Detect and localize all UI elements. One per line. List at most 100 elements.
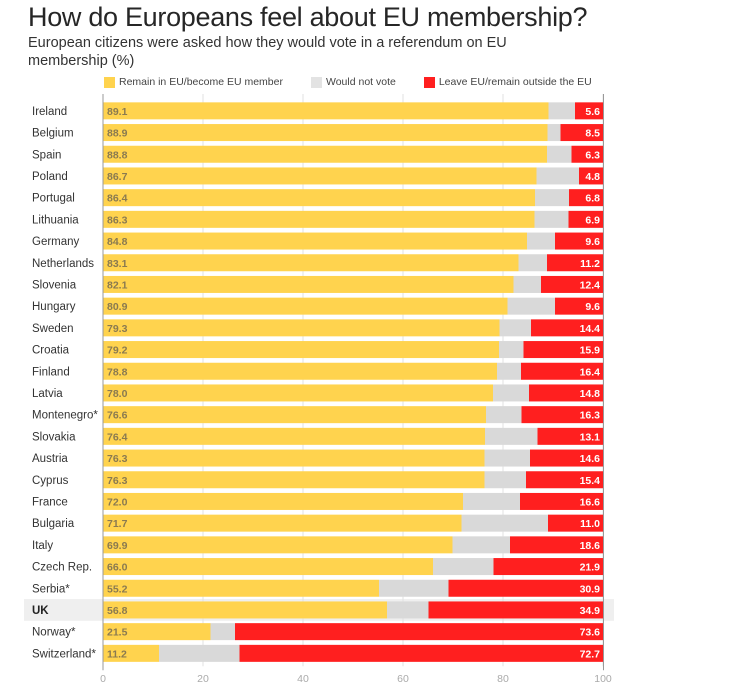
category-label: Netherlands xyxy=(32,258,94,270)
bar-segment-remain xyxy=(103,232,527,250)
bar-segment-remain xyxy=(103,341,499,359)
category-label: Latvia xyxy=(32,388,63,400)
category-label: Lithuania xyxy=(32,214,79,226)
category-label: Slovakia xyxy=(32,431,76,443)
data-label-remain: 56.8 xyxy=(107,605,128,617)
data-label-leave: 14.6 xyxy=(580,453,601,465)
bar-segment-leave xyxy=(575,102,603,120)
legend-item-leave: Leave EU/remain outside the EU xyxy=(423,76,592,88)
data-label-remain: 84.8 xyxy=(107,236,128,248)
legend-swatch-remain xyxy=(104,76,115,88)
category-label: France xyxy=(32,496,68,508)
data-label-leave: 16.3 xyxy=(580,410,601,422)
category-label: Montenegro* xyxy=(32,410,98,422)
bar-segment-remain xyxy=(103,427,485,445)
data-label-remain: 21.5 xyxy=(107,627,128,639)
bar-segment-would-not-vote xyxy=(461,514,548,532)
x-tick-label: 40 xyxy=(297,673,309,685)
bar-segment-leave xyxy=(530,449,603,467)
data-label-leave: 6.8 xyxy=(585,193,600,205)
legend-label-remain: Remain in EU/become EU member xyxy=(119,76,283,88)
bar-segment-remain xyxy=(103,471,485,489)
bar-segment-remain xyxy=(103,644,159,662)
bar-segment-remain xyxy=(103,167,537,185)
bar-segment-leave xyxy=(510,536,603,554)
bar-segment-leave xyxy=(547,254,603,272)
category-label: Bulgaria xyxy=(32,518,75,530)
bar-segment-remain xyxy=(103,254,519,272)
legend-label-would-not-vote: Would not vote xyxy=(325,76,396,88)
category-label: Italy xyxy=(32,540,53,552)
legend-swatch-would-not-vote xyxy=(310,76,322,88)
bar-segment-leave xyxy=(493,558,603,576)
bar-segment-leave xyxy=(569,189,603,207)
data-label-remain: 80.9 xyxy=(107,301,128,313)
bar-segment-would-not-vote xyxy=(499,319,531,337)
category-label: Belgium xyxy=(32,128,74,140)
bar-segment-leave xyxy=(555,232,603,250)
bar-segment-would-not-vote xyxy=(534,210,569,228)
bar-segment-would-not-vote xyxy=(484,471,526,489)
bar-segment-would-not-vote xyxy=(452,536,510,554)
bar-segment-leave xyxy=(537,427,603,445)
category-label: Poland xyxy=(32,171,68,183)
bar-segment-would-not-vote xyxy=(548,102,575,120)
legend-label-leave: Leave EU/remain outside the EU xyxy=(438,76,592,88)
data-label-leave: 11.2 xyxy=(580,258,600,270)
data-label-remain: 82.1 xyxy=(107,279,128,291)
legend-item-would-not-vote: Would not vote xyxy=(310,76,396,88)
bar-segment-remain xyxy=(103,536,453,554)
data-label-remain: 55.2 xyxy=(107,583,128,595)
data-label-remain: 78.0 xyxy=(107,388,128,400)
data-label-remain: 76.4 xyxy=(107,431,128,443)
legend-item-remain: Remain in EU/become EU member xyxy=(104,76,283,88)
data-label-leave: 5.6 xyxy=(585,106,600,118)
bar-segment-would-not-vote xyxy=(485,427,538,445)
chart-subtitle: European citizens were asked how they wo… xyxy=(28,35,507,69)
bar-segment-would-not-vote xyxy=(159,644,240,662)
bar-segment-leave xyxy=(541,275,603,293)
bar-segment-remain xyxy=(103,579,379,597)
bar-segment-leave xyxy=(526,471,603,489)
bar-segment-leave xyxy=(521,406,603,424)
bar-segment-remain xyxy=(103,623,211,641)
bar-segment-remain xyxy=(103,601,387,619)
data-label-remain: 66.0 xyxy=(107,562,128,574)
data-label-leave: 14.8 xyxy=(580,388,601,400)
data-label-remain: 78.8 xyxy=(107,366,128,378)
data-label-leave: 15.4 xyxy=(580,475,601,487)
bar-segment-would-not-vote xyxy=(486,406,522,424)
category-label: Slovenia xyxy=(32,279,77,291)
data-label-remain: 86.3 xyxy=(107,214,128,226)
bar-segment-leave xyxy=(520,492,603,510)
chart-title: How do Europeans feel about EU membershi… xyxy=(28,2,588,32)
category-label: Czech Rep. xyxy=(32,562,92,574)
data-label-remain: 72.0 xyxy=(107,496,128,508)
bar-segment-leave xyxy=(448,579,603,597)
bar-segment-leave xyxy=(555,297,603,315)
category-label: Cyprus xyxy=(32,475,69,487)
data-label-leave: 8.5 xyxy=(585,128,600,140)
bar-segment-would-not-vote xyxy=(527,232,555,250)
data-label-remain: 79.3 xyxy=(107,323,128,335)
legend: Remain in EU/become EU member Would not … xyxy=(104,76,620,88)
bar-segment-leave xyxy=(428,601,603,619)
data-label-remain: 86.7 xyxy=(107,171,128,183)
bar-segment-leave xyxy=(548,514,603,532)
category-label: Ireland xyxy=(32,106,67,118)
bar-segment-remain xyxy=(103,384,493,402)
data-label-remain: 89.1 xyxy=(107,106,128,118)
category-label: Sweden xyxy=(32,323,74,335)
data-label-leave: 72.7 xyxy=(580,648,601,660)
bar-segment-remain xyxy=(103,189,535,207)
category-label: Switzerland* xyxy=(32,648,96,660)
bar-segment-leave xyxy=(579,167,603,185)
category-label: Finland xyxy=(32,366,70,378)
bar-segment-would-not-vote xyxy=(433,558,494,576)
category-label: Germany xyxy=(32,236,80,248)
data-label-leave: 34.9 xyxy=(580,605,601,617)
bar-segment-remain xyxy=(103,297,508,315)
bar-segment-would-not-vote xyxy=(499,341,524,359)
data-label-remain: 88.9 xyxy=(107,128,128,140)
